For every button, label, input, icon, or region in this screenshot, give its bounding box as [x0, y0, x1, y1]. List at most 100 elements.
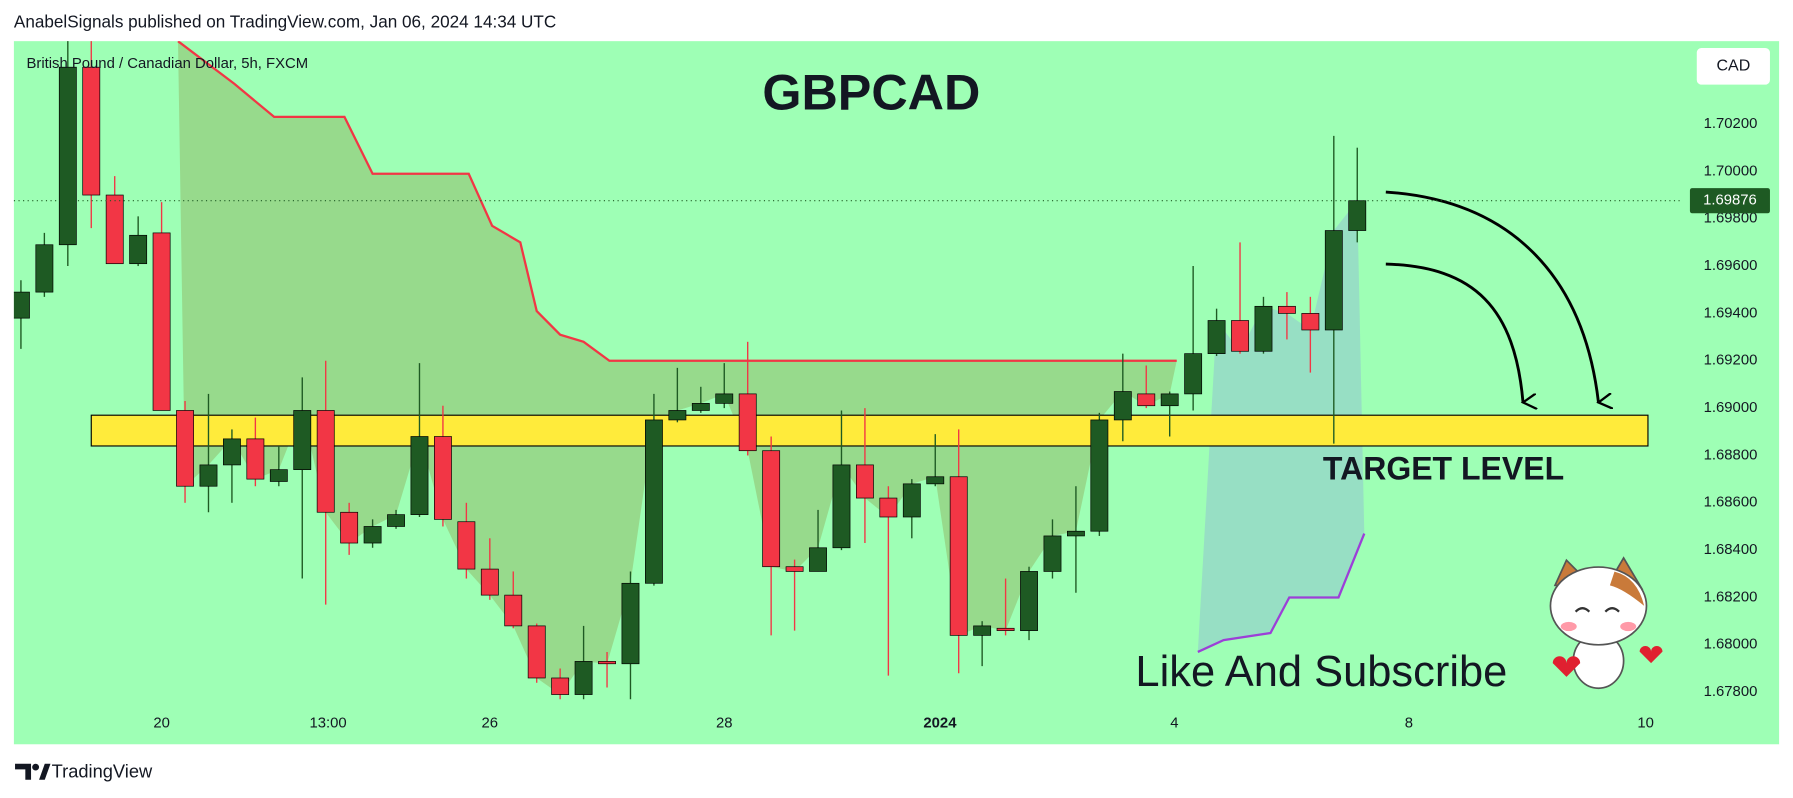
x-tick-label: 8 [1405, 716, 1413, 732]
plot-area [13, 41, 1649, 700]
candle-body [996, 627, 1015, 631]
x-tick-label: 2024 [923, 716, 957, 732]
indicator-line [177, 41, 1177, 362]
x-tick-label: 20 [153, 716, 170, 732]
candle-body [35, 244, 54, 293]
candle-body [1184, 353, 1203, 395]
candle-body [58, 66, 77, 246]
x-tick-label: 28 [716, 716, 733, 732]
candle-body [1043, 535, 1062, 572]
currency-box [1696, 48, 1770, 85]
candle-body [668, 410, 687, 421]
candle-body [762, 450, 781, 568]
y-tick-label: 1.68200 [1704, 589, 1758, 605]
y-tick-label: 1.68400 [1704, 542, 1758, 558]
arrow [1385, 262, 1523, 402]
target-zone [90, 414, 1649, 447]
candle-body [387, 514, 405, 527]
candle-body [574, 661, 593, 695]
candle-body [13, 291, 30, 319]
candle-body [1348, 200, 1367, 231]
x-tick-label: 13:00 [309, 716, 346, 732]
candle-body [902, 483, 921, 518]
candle-body [949, 476, 968, 636]
candle-body [856, 464, 874, 499]
candle-body [621, 582, 640, 665]
indicator-line [1197, 533, 1366, 653]
candle-body [82, 66, 101, 196]
candle-body [1090, 419, 1109, 532]
arrow [1385, 190, 1599, 402]
candle-body [1324, 230, 1343, 331]
candle-body [363, 526, 382, 544]
candle-body [340, 511, 359, 544]
candle-body [715, 393, 734, 404]
y-tick-label: 1.68000 [1704, 637, 1758, 653]
candle-body [879, 497, 898, 518]
currency: CAD [1716, 58, 1750, 75]
y-tick-label: 1.68600 [1704, 495, 1758, 511]
y-tick-label: 1.70000 [1704, 163, 1758, 179]
chart-title: GBPCAD [762, 63, 980, 120]
candle-body [1278, 305, 1296, 314]
candle-body [551, 677, 570, 695]
y-tick-label: 1.67800 [1704, 684, 1758, 700]
candle-body [1231, 320, 1249, 352]
y-tick-label: 1.70200 [1704, 116, 1758, 132]
chart-background [13, 41, 1780, 745]
candle-body [457, 521, 476, 570]
candle-body [1301, 313, 1320, 331]
header: AnabelSignals published on TradingView.c… [14, 11, 556, 31]
candle-body [176, 410, 194, 487]
candle-body [152, 232, 171, 411]
last-price-label: 1.69876 [1703, 193, 1757, 209]
candle-body [1207, 320, 1226, 354]
candle-body [645, 419, 663, 584]
candle-body [1254, 305, 1273, 352]
zone-label: TARGET LEVEL [1323, 451, 1564, 487]
candle-body [434, 436, 452, 520]
footer: TradingView [52, 761, 153, 782]
last-price-box [1689, 188, 1770, 214]
candle-body [504, 594, 523, 627]
candle-body [973, 625, 992, 636]
y-tick-label: 1.69600 [1704, 258, 1758, 274]
candle-body [410, 436, 429, 515]
x-tick-label: 10 [1637, 716, 1654, 732]
candle-body [809, 547, 827, 572]
y-tick-label: 1.69800 [1704, 211, 1758, 227]
candle-body [129, 234, 148, 265]
candle-body [293, 410, 312, 470]
x-tick-label: 4 [1170, 716, 1178, 732]
candle-body [1067, 530, 1085, 537]
candle-body [527, 625, 546, 679]
candle-body [480, 568, 499, 596]
y-tick-label: 1.69400 [1704, 305, 1758, 321]
candle-body [1113, 391, 1132, 421]
y-tick-label: 1.68800 [1704, 447, 1758, 463]
candle-body [105, 194, 124, 265]
candle-body [223, 438, 241, 466]
candle-body [1020, 571, 1038, 631]
candle-body [1160, 393, 1179, 407]
candle-body [199, 464, 218, 487]
annotation: Like And Subscribe [1135, 648, 1507, 696]
candle-body [926, 476, 945, 485]
candle-body [598, 661, 616, 665]
candle-body [691, 403, 710, 411]
tradingview-logo [15, 763, 51, 780]
cat-sticker [1549, 556, 1663, 690]
x-tick-label: 26 [482, 716, 499, 732]
candle-body [246, 438, 265, 480]
symbol: British Pound / Canadian Dollar, 5h, FXC… [26, 56, 308, 72]
candle-body [1137, 393, 1156, 407]
y-tick-label: 1.69000 [1704, 400, 1758, 416]
candle-body [832, 464, 851, 549]
y-tick-label: 1.69200 [1704, 353, 1758, 369]
candle-body [785, 566, 804, 572]
candle-body [316, 410, 335, 513]
candle-body [738, 393, 757, 452]
candle-body [269, 469, 288, 482]
